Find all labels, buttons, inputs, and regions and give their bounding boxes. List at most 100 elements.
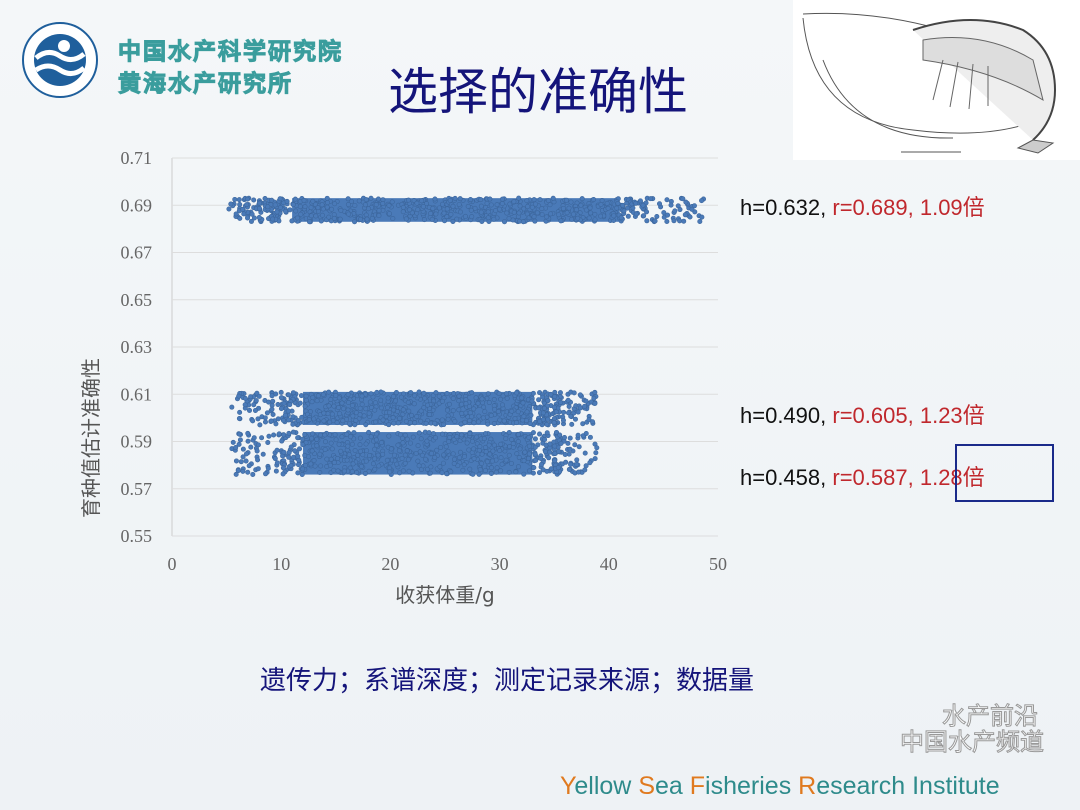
data-point <box>368 434 374 440</box>
data-point <box>644 209 650 215</box>
institute-logo-icon <box>22 22 98 98</box>
data-point <box>574 207 580 213</box>
data-point <box>395 420 401 426</box>
data-point <box>432 454 438 460</box>
data-point <box>374 389 380 395</box>
data-point <box>396 448 402 454</box>
data-point <box>482 409 488 415</box>
data-point <box>583 207 589 213</box>
data-point <box>416 389 422 395</box>
data-point <box>579 196 585 202</box>
data-point <box>349 441 355 447</box>
data-point <box>580 421 586 427</box>
data-point <box>571 390 577 396</box>
data-point <box>545 198 551 204</box>
data-point <box>259 435 265 441</box>
data-point <box>588 210 594 216</box>
data-point <box>384 405 390 411</box>
data-point <box>367 452 373 458</box>
data-point <box>563 459 569 465</box>
data-point <box>358 448 364 454</box>
data-point <box>251 435 257 441</box>
data-point <box>461 454 467 460</box>
data-point <box>490 448 496 454</box>
data-point <box>577 405 583 411</box>
data-point <box>437 464 443 470</box>
data-point <box>440 460 446 466</box>
data-point <box>236 197 242 203</box>
data-point <box>397 415 403 421</box>
data-point <box>228 201 234 207</box>
data-point <box>478 203 484 209</box>
data-point <box>556 448 562 454</box>
data-point <box>457 196 463 202</box>
footer-letter: Y <box>560 772 575 800</box>
data-point <box>586 215 592 221</box>
data-point <box>525 455 531 461</box>
data-point <box>479 451 485 457</box>
data-point <box>592 389 598 395</box>
data-point <box>288 444 294 450</box>
data-point <box>302 204 308 210</box>
data-point <box>450 395 456 401</box>
data-point <box>363 197 369 203</box>
data-point <box>574 457 580 463</box>
data-point <box>618 215 624 221</box>
data-point <box>537 431 543 437</box>
data-point <box>252 407 258 413</box>
data-point <box>640 202 646 208</box>
data-point <box>641 213 647 219</box>
data-point <box>517 203 523 209</box>
data-point <box>479 396 485 402</box>
data-point <box>611 213 617 219</box>
data-point <box>286 392 292 398</box>
data-point <box>266 399 272 405</box>
data-point <box>469 390 475 396</box>
data-point <box>544 468 550 474</box>
data-point <box>294 215 300 221</box>
data-point <box>529 204 535 210</box>
data-point <box>245 469 251 475</box>
data-point <box>270 411 276 417</box>
data-point <box>471 446 477 452</box>
data-point <box>446 439 452 445</box>
data-point <box>400 204 406 210</box>
data-point <box>568 199 574 205</box>
data-point <box>269 406 275 412</box>
data-point <box>352 422 358 428</box>
data-point <box>390 394 396 400</box>
data-point <box>360 452 366 458</box>
data-point <box>256 206 262 212</box>
data-point <box>536 397 542 403</box>
data-point <box>439 398 445 404</box>
data-point <box>238 459 244 465</box>
data-point <box>357 442 363 448</box>
data-point <box>274 209 280 215</box>
footer-institute-name: Yellow Sea Fisheries Research Institute <box>560 772 1000 801</box>
data-point <box>506 430 512 436</box>
data-point <box>400 468 406 474</box>
data-point <box>682 212 688 218</box>
data-point <box>232 196 238 202</box>
data-point <box>420 204 426 210</box>
data-point <box>538 455 544 461</box>
data-point <box>566 403 572 409</box>
data-point <box>380 451 386 457</box>
data-point <box>248 394 254 400</box>
data-point <box>317 469 323 475</box>
data-point <box>281 432 287 438</box>
data-point <box>511 209 517 215</box>
data-point <box>402 452 408 458</box>
data-point <box>387 469 393 475</box>
data-point <box>593 450 599 456</box>
data-point <box>386 211 392 217</box>
data-point <box>467 418 473 424</box>
data-point <box>687 214 693 220</box>
data-point <box>497 206 503 212</box>
data-point <box>514 451 520 457</box>
data-point <box>363 406 369 412</box>
data-point <box>281 449 287 455</box>
data-point <box>598 201 604 207</box>
data-point <box>317 451 323 457</box>
data-point <box>326 403 332 409</box>
